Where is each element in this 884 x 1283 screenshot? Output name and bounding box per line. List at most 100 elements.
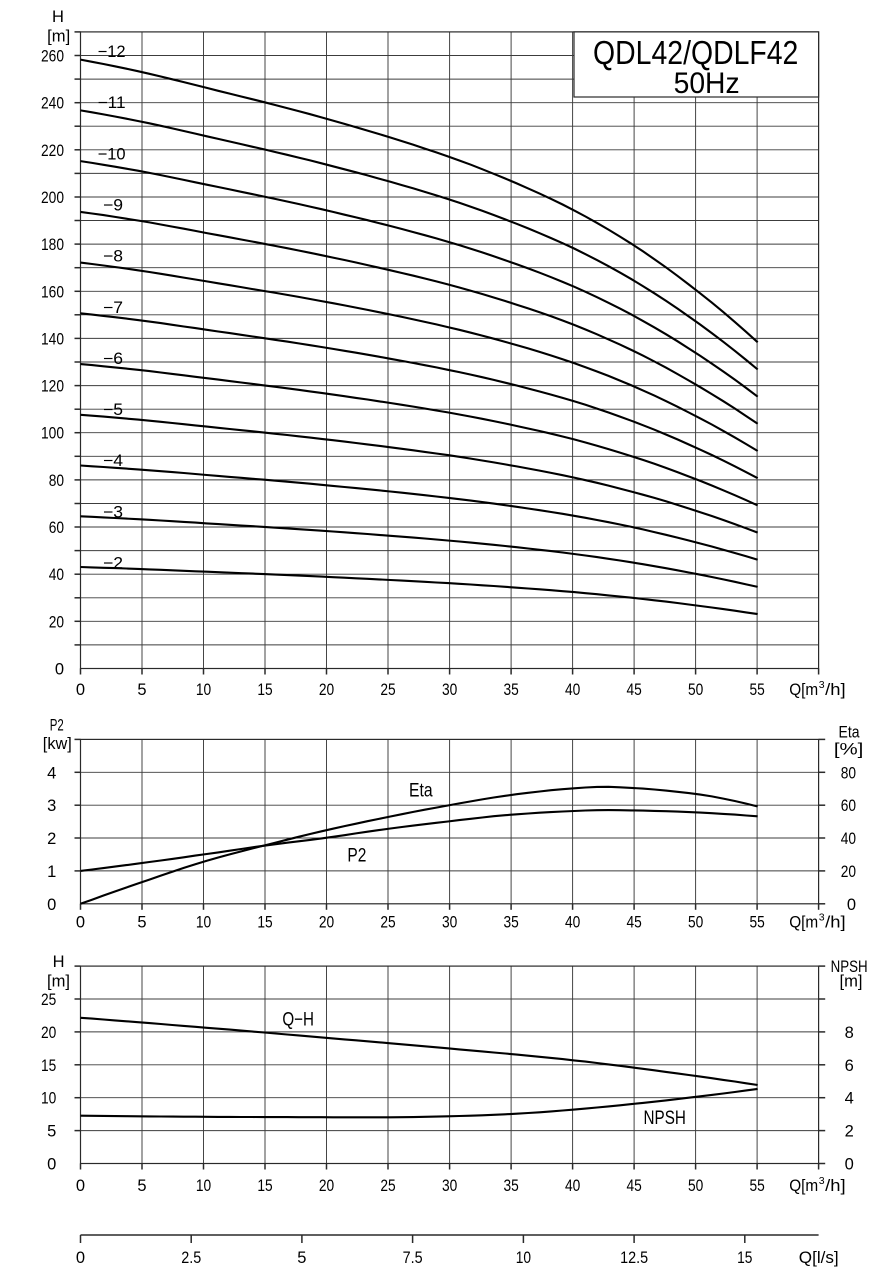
svg-text:1: 1 xyxy=(47,863,56,881)
svg-text:140: 140 xyxy=(41,330,64,348)
svg-text:P2: P2 xyxy=(50,717,64,735)
svg-text:45: 45 xyxy=(626,914,641,932)
svg-text:20: 20 xyxy=(319,914,334,932)
svg-text:−6: −6 xyxy=(103,350,123,368)
svg-text:/h]: /h] xyxy=(825,914,846,932)
svg-text:8: 8 xyxy=(845,1024,854,1042)
svg-text:2.5: 2.5 xyxy=(181,1249,201,1267)
svg-text:3: 3 xyxy=(47,797,56,815)
svg-text:Q[l/s]: Q[l/s] xyxy=(799,1249,839,1267)
svg-text:[%]: [%] xyxy=(834,740,864,758)
svg-text:0: 0 xyxy=(55,661,64,679)
svg-text:40: 40 xyxy=(565,914,580,932)
svg-text:50: 50 xyxy=(688,681,703,699)
svg-text:10: 10 xyxy=(516,1249,531,1267)
svg-text:40: 40 xyxy=(565,681,580,699)
svg-text:−12: −12 xyxy=(98,43,126,61)
svg-text:15: 15 xyxy=(737,1249,752,1267)
svg-text:50: 50 xyxy=(688,1177,703,1195)
svg-text:30: 30 xyxy=(442,681,457,699)
svg-text:40: 40 xyxy=(49,566,64,584)
svg-text:25: 25 xyxy=(380,914,395,932)
svg-text:3: 3 xyxy=(819,1175,825,1187)
svg-text:0: 0 xyxy=(845,1156,854,1174)
svg-text:25: 25 xyxy=(380,681,395,699)
svg-text:2: 2 xyxy=(47,830,56,848)
svg-text:35: 35 xyxy=(503,681,518,699)
svg-text:3: 3 xyxy=(819,679,825,691)
svg-text:12.5: 12.5 xyxy=(620,1249,648,1267)
svg-text:180: 180 xyxy=(41,236,64,254)
svg-text:30: 30 xyxy=(442,914,457,932)
svg-text:4: 4 xyxy=(47,764,56,782)
svg-text:20: 20 xyxy=(841,863,856,881)
svg-text:220: 220 xyxy=(41,142,64,160)
svg-text:[m]: [m] xyxy=(47,973,70,991)
svg-text:−9: −9 xyxy=(103,196,123,214)
svg-text:10: 10 xyxy=(41,1090,56,1108)
svg-text:−5: −5 xyxy=(103,401,123,419)
svg-text:Q[m: Q[m xyxy=(789,681,818,699)
svg-text:0: 0 xyxy=(47,1156,56,1174)
svg-text:55: 55 xyxy=(749,914,764,932)
svg-text:35: 35 xyxy=(503,914,518,932)
svg-text:25: 25 xyxy=(380,1177,395,1195)
svg-text:−2: −2 xyxy=(103,555,123,573)
svg-text:100: 100 xyxy=(41,425,64,443)
svg-text:7.5: 7.5 xyxy=(403,1249,423,1267)
svg-text:Eta: Eta xyxy=(409,781,433,802)
svg-text:−8: −8 xyxy=(103,248,123,266)
svg-text:20: 20 xyxy=(319,1177,334,1195)
svg-text:45: 45 xyxy=(626,681,641,699)
svg-text:10: 10 xyxy=(196,681,211,699)
svg-text:0: 0 xyxy=(76,914,85,932)
svg-text:15: 15 xyxy=(41,1057,56,1075)
svg-text:15: 15 xyxy=(257,1177,272,1195)
svg-text:Q[m: Q[m xyxy=(789,914,818,932)
svg-text:H: H xyxy=(53,953,65,971)
svg-text:0: 0 xyxy=(47,896,56,914)
svg-text:80: 80 xyxy=(841,764,856,782)
svg-text:QDL42/QDLF42: QDL42/QDLF42 xyxy=(593,34,798,71)
svg-text:40: 40 xyxy=(565,1177,580,1195)
svg-text:45: 45 xyxy=(626,1177,641,1195)
svg-text:10: 10 xyxy=(196,1177,211,1195)
svg-text:25: 25 xyxy=(41,991,56,1009)
svg-text:−10: −10 xyxy=(98,145,126,163)
svg-text:35: 35 xyxy=(503,1177,518,1195)
svg-text:55: 55 xyxy=(749,681,764,699)
svg-text:5: 5 xyxy=(297,1249,306,1267)
svg-text:0: 0 xyxy=(76,681,85,699)
svg-text:15: 15 xyxy=(257,681,272,699)
svg-text:[kw]: [kw] xyxy=(43,735,72,753)
svg-text:−11: −11 xyxy=(98,94,126,112)
svg-text:5: 5 xyxy=(137,914,146,932)
svg-text:NPSH: NPSH xyxy=(644,1108,686,1129)
svg-text:40: 40 xyxy=(841,830,856,848)
svg-text:200: 200 xyxy=(41,189,64,207)
svg-text:4: 4 xyxy=(845,1090,854,1108)
svg-text:0: 0 xyxy=(76,1177,85,1195)
svg-text:[m]: [m] xyxy=(840,973,863,991)
svg-text:5: 5 xyxy=(137,681,146,699)
svg-text:240: 240 xyxy=(41,95,64,113)
svg-text:80: 80 xyxy=(49,472,64,490)
svg-text:15: 15 xyxy=(257,914,272,932)
svg-text:H: H xyxy=(52,8,64,26)
svg-text:/h]: /h] xyxy=(825,1177,846,1195)
svg-text:60: 60 xyxy=(841,797,856,815)
svg-text:/h]: /h] xyxy=(825,681,846,699)
svg-text:0: 0 xyxy=(847,896,856,914)
svg-text:3: 3 xyxy=(819,912,825,924)
svg-text:60: 60 xyxy=(49,519,64,537)
svg-text:Q[m: Q[m xyxy=(789,1177,818,1195)
svg-text:5: 5 xyxy=(137,1177,146,1195)
svg-text:[m]: [m] xyxy=(47,28,70,46)
svg-text:30: 30 xyxy=(442,1177,457,1195)
svg-text:P2: P2 xyxy=(347,846,366,867)
svg-text:160: 160 xyxy=(41,283,64,301)
svg-text:120: 120 xyxy=(41,378,64,396)
svg-text:55: 55 xyxy=(749,1177,764,1195)
svg-text:5: 5 xyxy=(47,1123,56,1141)
svg-text:260: 260 xyxy=(41,48,64,66)
